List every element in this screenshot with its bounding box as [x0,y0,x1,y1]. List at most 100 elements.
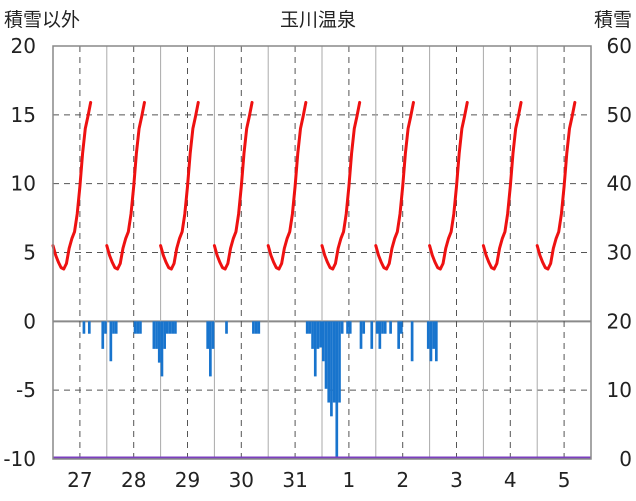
x-tick-label: 4 [504,468,517,492]
precipitation-bar [316,321,320,349]
x-tick-label: 2 [396,468,409,492]
precipitation-bar [426,321,430,349]
precipitation-bar [322,321,325,362]
temperature-line [105,100,146,271]
precipitation-bar [165,321,169,334]
precipitation-bar [434,321,438,362]
precipitation-bar [400,321,403,334]
precipitation-bar [305,321,309,334]
temperature-line [374,100,415,271]
left-tick-label: 5 [23,241,36,265]
precipitation-bar [383,321,387,334]
temperature-line [266,100,308,271]
precipitation-bar [211,321,215,349]
temperature-line [481,100,523,271]
precipitation-bar [313,321,317,377]
precipitation-bar [311,321,314,349]
precipitation-bar [378,321,382,349]
precipitation-bar [155,321,158,349]
chart-title: 玉川温泉 [280,9,356,31]
precipitation-bar [160,321,164,377]
precipitation-bar [375,321,379,334]
precipitation-bar [359,321,363,349]
precipitation-bar [104,321,107,334]
x-tick-label: 5 [558,468,571,492]
temperature-series [51,100,577,271]
right-tick-label: 50 [607,103,632,127]
left-axis-ticks: 20 15 10 5 0 -5 -10 [3,34,36,471]
precipitation-bar [308,321,312,334]
precipitation-bar [327,321,331,403]
x-tick-label: 27 [67,468,92,492]
left-tick-label: 20 [11,34,36,58]
precipitation-bar [410,321,414,362]
plot-border [52,45,592,460]
precipitation-bar [101,321,105,349]
precipitation-bar [168,321,172,334]
x-axis-ticks: 27 28 29 30 31 1 2 3 4 5 [67,468,570,492]
temperature-line [51,100,93,271]
left-tick-label: -10 [3,447,36,471]
right-tick-label: 20 [607,309,632,333]
precipitation-bar [362,321,366,334]
precipitation-bar [152,321,156,349]
precipitation-bar [252,321,255,334]
precipitation-bar [225,321,228,334]
right-tick-label: 0 [619,447,632,471]
precipitation-bar [136,321,140,334]
precipitation-bar [87,321,91,334]
left-tick-label: 15 [11,103,36,127]
right-tick-label: 30 [607,241,632,265]
precipitation-bar [348,321,352,334]
precipitation-bar [338,321,341,403]
temperature-line [428,100,469,271]
precipitation-bar [319,321,322,348]
precipitation-bar [133,321,137,334]
precipitation-bar [335,321,339,458]
right-axis-label: 積雪 [594,9,632,31]
precipitation-bar [340,321,344,334]
right-tick-label: 40 [607,172,632,196]
precipitation-bar [381,321,384,334]
precipitation-bar [370,321,374,349]
precipitation-bar [324,321,328,389]
precipitation-bar [206,321,210,349]
temperature-line [320,100,362,271]
left-tick-label: 10 [11,172,36,196]
precipitation-bar [157,321,161,363]
right-tick-label: 10 [607,378,632,402]
precipitation-bar [389,321,392,334]
precipitation-bar [432,321,435,349]
x-tick-label: 30 [229,468,254,492]
precipitation-bar [139,321,142,334]
grid [53,46,591,459]
x-tick-label: 31 [282,468,307,492]
temperature-line [535,100,577,271]
x-tick-label: 28 [121,468,146,492]
precipitation-bar [174,321,177,334]
precipitation-bar [171,321,175,334]
precipitation-bar [254,321,258,334]
precipitation-bar [114,321,118,334]
precipitation-bar [332,321,336,403]
left-axis-label: 積雪以外 [4,9,80,31]
precipitation-bar [109,321,113,362]
x-tick-label: 1 [343,468,356,492]
precipitation-bar [82,321,86,334]
precipitation-bar [346,321,349,334]
left-tick-label: -5 [16,378,36,402]
temperature-line [212,100,254,271]
x-tick-label: 29 [175,468,200,492]
left-tick-label: 0 [23,309,36,333]
temperature-line [159,100,200,271]
precipitation-bar [330,321,333,417]
right-tick-label: 60 [607,34,632,58]
precipitation-bar [112,321,115,334]
right-axis-ticks: 60 50 40 30 20 10 0 [607,34,632,471]
precipitation-bar [257,321,261,334]
plot-frame [52,45,592,460]
precipitation-bar [397,321,401,349]
x-tick-label: 3 [450,468,463,492]
precipitation-bar [209,321,212,377]
